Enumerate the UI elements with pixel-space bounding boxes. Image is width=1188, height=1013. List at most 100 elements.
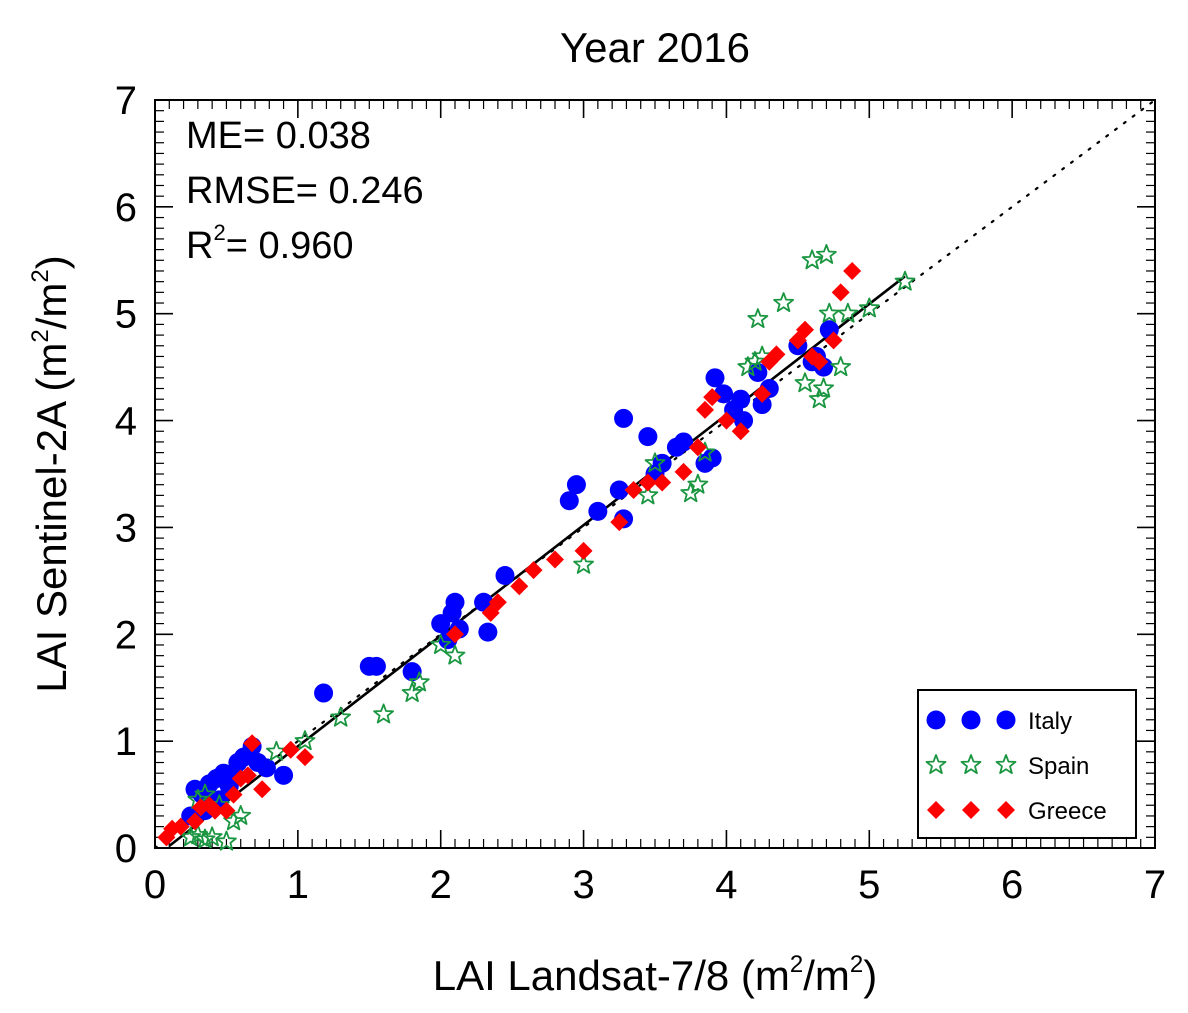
spain-point xyxy=(408,671,430,692)
legend-marker-italy xyxy=(996,710,1016,730)
greece-point xyxy=(703,388,722,407)
italy-point xyxy=(445,592,465,612)
minor-ticks xyxy=(155,100,1155,848)
italy-point xyxy=(478,622,498,642)
spain-point xyxy=(837,302,859,323)
legend-marker-italy xyxy=(926,710,946,730)
italy-point xyxy=(731,389,751,409)
greece-point xyxy=(488,593,507,612)
greece-point xyxy=(831,283,850,302)
greece-point xyxy=(638,473,657,492)
points-layer xyxy=(157,244,916,851)
italy-point xyxy=(314,683,334,703)
identity-line xyxy=(153,98,1157,850)
spain-point xyxy=(801,249,823,270)
y-tick-label: 7 xyxy=(115,79,137,123)
italy-point xyxy=(274,765,294,785)
italy-point xyxy=(566,475,586,495)
spain-point xyxy=(230,805,252,825)
greece-point xyxy=(610,513,629,532)
greece-point xyxy=(296,748,314,767)
stat-r2-sup: 2 xyxy=(213,220,225,245)
greece-point xyxy=(217,801,236,820)
italy-point xyxy=(495,566,515,586)
spain-point xyxy=(687,473,709,494)
spain-point xyxy=(194,828,216,849)
spain-point xyxy=(373,703,394,724)
series-spain xyxy=(180,244,916,851)
chart-title: Year 2016 xyxy=(560,24,750,71)
greece-point xyxy=(281,740,300,759)
y-tick-labels: 0 1 2 3 4 5 6 7 xyxy=(115,79,137,871)
greece-point xyxy=(696,400,714,419)
italy-point xyxy=(638,427,658,447)
series-greece xyxy=(157,261,862,847)
greece-point xyxy=(810,352,829,371)
greece-point xyxy=(824,331,843,350)
spain-point xyxy=(330,706,352,727)
greece-point xyxy=(238,766,257,785)
spain-point xyxy=(680,482,702,503)
legend-label-italy: Italy xyxy=(1028,708,1072,735)
italy-point xyxy=(752,395,772,415)
legend-marker-spain xyxy=(925,754,947,774)
greece-point xyxy=(674,462,693,481)
greece-point xyxy=(524,561,543,580)
greece-point xyxy=(574,541,593,560)
italy-point xyxy=(366,656,386,676)
italy-point xyxy=(559,491,579,511)
italy-point xyxy=(256,758,276,778)
italy-point xyxy=(614,408,634,428)
legend-label-spain: Spain xyxy=(1028,753,1089,780)
spain-point xyxy=(401,682,423,702)
y-tick-label: 3 xyxy=(115,506,137,550)
greece-point xyxy=(206,801,224,820)
spain-point xyxy=(430,634,452,654)
legend-label-greece: Greece xyxy=(1028,798,1107,825)
spain-point xyxy=(216,830,237,851)
spain-point xyxy=(818,302,840,323)
italy-point xyxy=(588,501,608,521)
spain-point xyxy=(644,452,666,473)
legend-marker-greece xyxy=(962,801,980,819)
greece-point xyxy=(253,780,272,799)
x-tick-label: 6 xyxy=(1001,863,1023,907)
italy-point xyxy=(705,368,725,388)
x-tick-label: 2 xyxy=(430,863,452,907)
x-tick-label: 5 xyxy=(858,863,880,907)
greece-point xyxy=(653,473,672,492)
spain-point xyxy=(808,388,830,409)
spain-point xyxy=(747,308,769,328)
greece-point xyxy=(446,625,464,644)
x-axis-label: LAI Landsat-7/8 (m2/m2) xyxy=(433,951,878,999)
y-tick-label: 5 xyxy=(115,293,137,337)
greece-point xyxy=(767,345,786,364)
spain-point xyxy=(294,730,316,751)
spain-point xyxy=(794,372,816,393)
italy-point xyxy=(702,448,722,468)
spain-point xyxy=(444,644,466,665)
stat-r2-base: R xyxy=(186,225,213,267)
greece-point xyxy=(731,422,750,441)
spain-point xyxy=(201,826,223,847)
greece-point xyxy=(717,411,736,430)
x-tick-label: 0 xyxy=(144,863,166,907)
greece-point xyxy=(243,734,262,753)
greece-point xyxy=(753,384,772,403)
legend-marker-spain xyxy=(960,754,982,774)
y-tick-label: 1 xyxy=(115,720,137,764)
y-tick-label: 6 xyxy=(115,186,137,230)
greece-point xyxy=(546,550,564,569)
regression-line xyxy=(168,275,906,847)
greece-point xyxy=(171,817,190,836)
spain-point xyxy=(816,244,837,264)
legend-marker-italy xyxy=(961,710,981,730)
legend-marker-greece xyxy=(997,801,1015,819)
y-axis-label: LAI Sentinel-2A (m2/m2) xyxy=(27,255,75,693)
italy-point xyxy=(674,432,694,452)
greece-point xyxy=(688,438,707,457)
stat-me: ME= 0.038 xyxy=(186,115,371,157)
y-tick-label: 0 xyxy=(115,827,137,871)
